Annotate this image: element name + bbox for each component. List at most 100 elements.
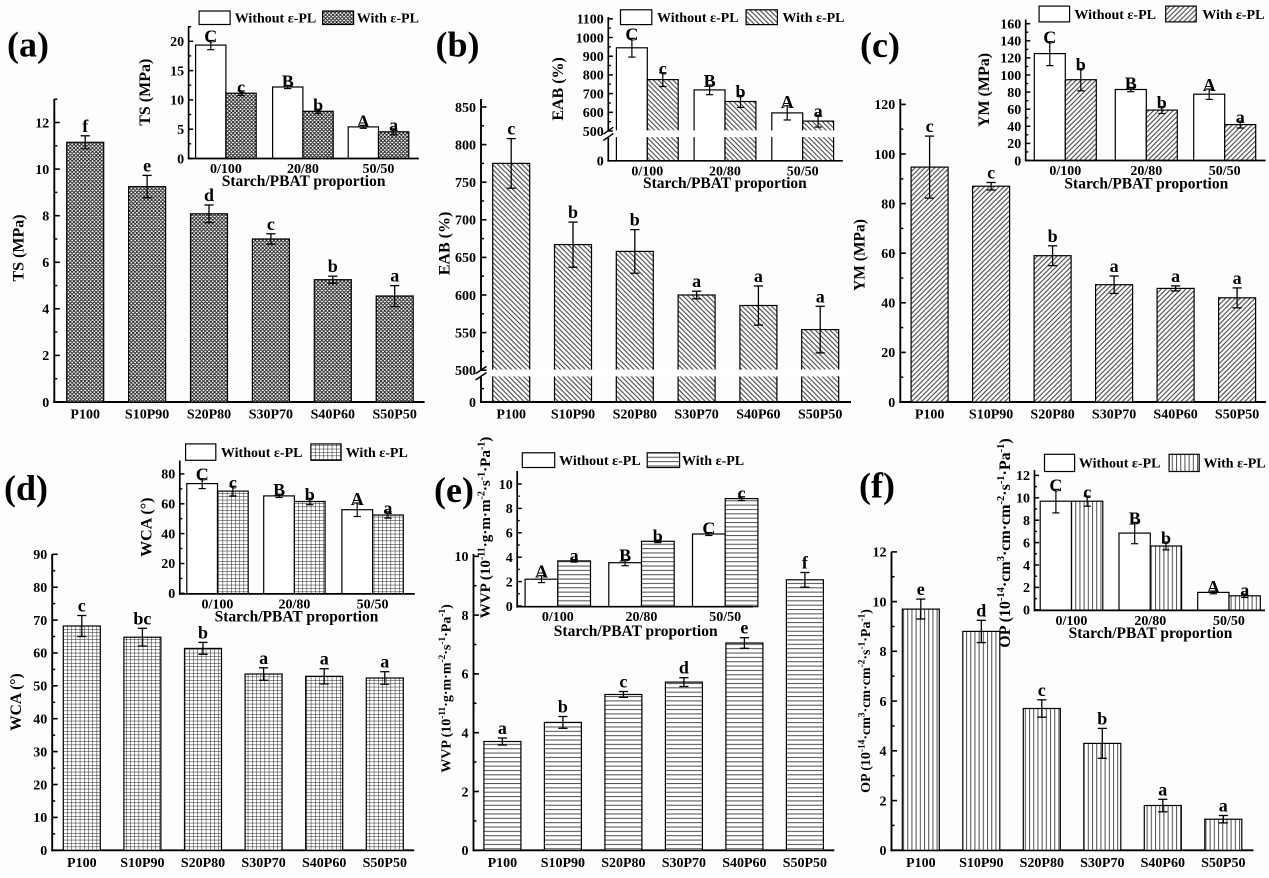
svg-text:B: B bbox=[282, 71, 294, 91]
svg-text:60: 60 bbox=[881, 247, 895, 262]
svg-text:0: 0 bbox=[40, 844, 47, 859]
svg-text:b: b bbox=[735, 82, 745, 102]
svg-text:700: 700 bbox=[583, 87, 604, 102]
svg-text:550: 550 bbox=[455, 326, 476, 341]
svg-text:500: 500 bbox=[455, 364, 476, 379]
svg-text:Starch/PBAT proportion: Starch/PBAT proportion bbox=[643, 175, 807, 192]
svg-text:4: 4 bbox=[506, 551, 513, 566]
svg-text:C: C bbox=[1043, 28, 1056, 48]
svg-text:30: 30 bbox=[33, 745, 47, 760]
svg-text:With ε-PL: With ε-PL bbox=[1204, 457, 1266, 472]
svg-text:8: 8 bbox=[506, 502, 513, 517]
svg-text:C: C bbox=[702, 519, 715, 539]
svg-text:2: 2 bbox=[42, 349, 49, 364]
svg-text:a: a bbox=[1158, 779, 1167, 799]
svg-text:(f): (f) bbox=[859, 466, 895, 506]
svg-text:8: 8 bbox=[462, 609, 469, 624]
svg-text:900: 900 bbox=[583, 50, 604, 65]
svg-text:C: C bbox=[1049, 475, 1062, 495]
svg-text:80: 80 bbox=[33, 581, 47, 596]
svg-text:20: 20 bbox=[881, 346, 895, 361]
svg-text:120: 120 bbox=[1000, 52, 1021, 67]
svg-text:d: d bbox=[976, 600, 986, 620]
svg-text:50/50: 50/50 bbox=[363, 162, 395, 177]
svg-text:P100: P100 bbox=[496, 408, 526, 423]
svg-text:OP (10-14·cm3·cm·cm-2·s-1·Pa-1: OP (10-14·cm3·cm·cm-2·s-1·Pa-1) bbox=[996, 438, 1014, 647]
svg-text:a: a bbox=[383, 498, 392, 518]
svg-text:60: 60 bbox=[1007, 103, 1021, 118]
svg-text:b: b bbox=[1161, 528, 1171, 548]
svg-text:8: 8 bbox=[880, 645, 887, 660]
svg-text:650: 650 bbox=[455, 251, 476, 266]
svg-text:0/100: 0/100 bbox=[202, 597, 234, 612]
svg-text:a: a bbox=[814, 101, 823, 121]
svg-text:S10P90: S10P90 bbox=[541, 856, 585, 871]
svg-text:0/100: 0/100 bbox=[631, 164, 663, 179]
svg-text:(d): (d) bbox=[4, 468, 48, 508]
svg-text:b: b bbox=[1076, 55, 1086, 75]
svg-text:0: 0 bbox=[597, 155, 604, 170]
svg-text:S40P60: S40P60 bbox=[311, 408, 355, 423]
svg-text:Starch/PBAT proportion: Starch/PBAT proportion bbox=[222, 173, 386, 190]
svg-text:a: a bbox=[570, 546, 579, 566]
svg-text:750: 750 bbox=[455, 176, 476, 191]
svg-text:20/80: 20/80 bbox=[626, 610, 658, 625]
svg-text:d: d bbox=[679, 658, 689, 678]
svg-text:TS (MPa): TS (MPa) bbox=[137, 59, 154, 126]
svg-text:40: 40 bbox=[881, 297, 895, 312]
svg-text:a: a bbox=[380, 652, 389, 672]
svg-text:S30P70: S30P70 bbox=[1092, 408, 1136, 423]
svg-text:0: 0 bbox=[1014, 154, 1021, 169]
svg-text:0: 0 bbox=[506, 600, 513, 615]
svg-text:C: C bbox=[196, 465, 209, 485]
svg-text:1000: 1000 bbox=[576, 31, 604, 46]
svg-text:5: 5 bbox=[177, 123, 184, 138]
svg-text:50/50: 50/50 bbox=[1209, 164, 1241, 179]
svg-text:a: a bbox=[390, 266, 399, 286]
svg-text:40: 40 bbox=[33, 713, 47, 728]
svg-text:YM (MPa): YM (MPa) bbox=[976, 53, 993, 127]
svg-text:S20P80: S20P80 bbox=[613, 408, 657, 423]
svg-text:With ε-PL: With ε-PL bbox=[1202, 8, 1264, 23]
svg-text:b: b bbox=[630, 210, 640, 230]
svg-text:S40P60: S40P60 bbox=[1141, 856, 1185, 871]
svg-text:2: 2 bbox=[880, 794, 887, 809]
svg-text:b: b bbox=[558, 697, 568, 717]
svg-text:60: 60 bbox=[33, 647, 47, 662]
svg-text:a: a bbox=[1240, 580, 1249, 600]
svg-text:A: A bbox=[351, 489, 364, 509]
svg-text:P100: P100 bbox=[67, 856, 97, 871]
svg-text:P100: P100 bbox=[488, 856, 518, 871]
svg-text:100: 100 bbox=[874, 148, 895, 163]
svg-text:0: 0 bbox=[42, 396, 49, 411]
svg-text:c: c bbox=[237, 77, 245, 97]
svg-text:WCA (°): WCA (°) bbox=[139, 498, 156, 557]
svg-text:90: 90 bbox=[33, 548, 47, 563]
svg-text:800: 800 bbox=[455, 138, 476, 153]
svg-text:Without ε-PL: Without ε-PL bbox=[221, 446, 303, 461]
svg-text:0: 0 bbox=[469, 396, 476, 411]
svg-text:S10P90: S10P90 bbox=[125, 408, 169, 423]
svg-text:Starch/PBAT proportion: Starch/PBAT proportion bbox=[554, 623, 718, 640]
svg-text:a: a bbox=[498, 718, 507, 738]
svg-text:20: 20 bbox=[33, 778, 47, 793]
svg-text:Starch/PBAT proportion: Starch/PBAT proportion bbox=[1069, 625, 1233, 642]
svg-text:a: a bbox=[754, 266, 763, 286]
svg-text:80: 80 bbox=[881, 197, 895, 212]
svg-text:4: 4 bbox=[42, 303, 49, 318]
svg-text:B: B bbox=[273, 480, 285, 500]
svg-text:f: f bbox=[802, 553, 809, 573]
svg-text:c: c bbox=[738, 483, 746, 503]
svg-text:60: 60 bbox=[161, 498, 175, 513]
svg-text:(c): (c) bbox=[860, 25, 900, 65]
svg-text:S30P70: S30P70 bbox=[241, 856, 285, 871]
svg-text:B: B bbox=[1129, 508, 1141, 528]
svg-text:b: b bbox=[653, 526, 663, 546]
svg-text:YM (MPa): YM (MPa) bbox=[852, 219, 869, 291]
svg-text:With ε-PL: With ε-PL bbox=[682, 454, 744, 469]
svg-text:b: b bbox=[305, 484, 315, 504]
svg-text:A: A bbox=[781, 92, 794, 112]
svg-text:P100: P100 bbox=[915, 408, 945, 423]
svg-text:e: e bbox=[917, 579, 925, 599]
svg-text:20/80: 20/80 bbox=[1134, 614, 1166, 629]
